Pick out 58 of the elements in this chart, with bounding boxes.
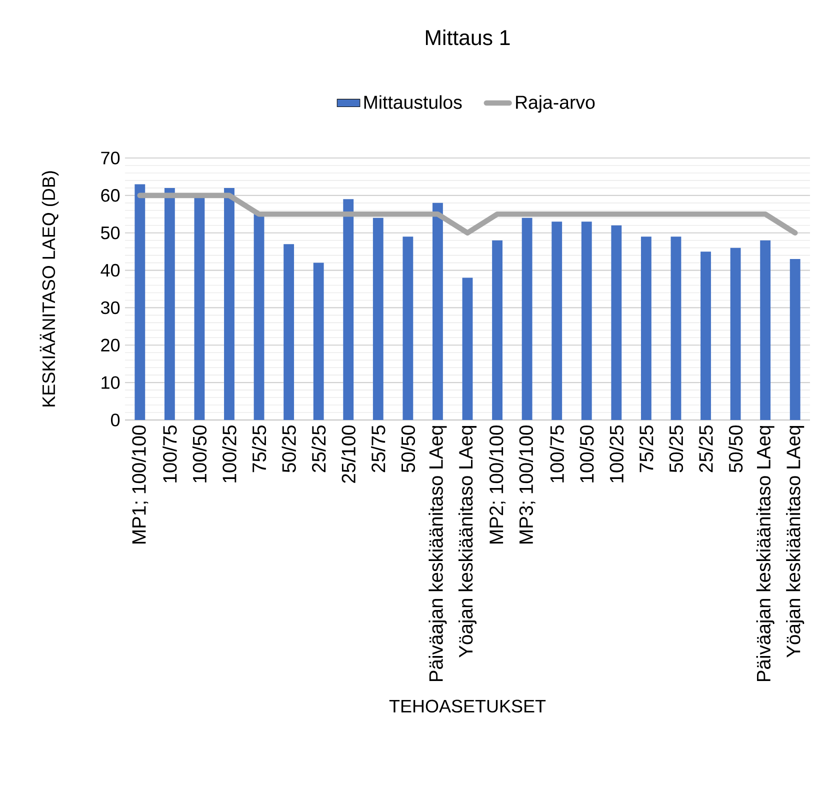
bar (313, 262, 324, 420)
y-tick-label: 40 (100, 264, 120, 277)
bar (790, 259, 800, 420)
y-tick-label: 30 (100, 301, 120, 314)
bar (164, 188, 175, 420)
legend-label: Mittaustulos (364, 95, 462, 109)
x-tick-label: 100/50 (192, 425, 207, 482)
x-tick-label: 100/50 (580, 425, 594, 482)
bar (552, 222, 562, 420)
x-tick-label: 50/25 (668, 426, 684, 472)
bar (670, 236, 682, 420)
bar (760, 240, 771, 420)
x-axis-title: TEHOASETUKSET (389, 700, 546, 713)
x-tick-label: Yöajan keskiäänitaso LAeq (458, 426, 477, 658)
x-tick-label: MP3; 100/100 (518, 425, 536, 544)
y-axis-title: KESKIÄÄNITASO LAEQ (DB) (40, 171, 59, 406)
y-tick-label: 70 (101, 152, 120, 164)
x-tick-label: 100/25 (609, 426, 624, 482)
bar (640, 236, 652, 420)
bar (134, 184, 146, 420)
x-tick-label: MP2; 100/100 (489, 425, 506, 544)
x-tick-label: Päiväajan keskiäänitaso LAeq (428, 426, 447, 682)
bar (254, 214, 264, 420)
x-tick-label: 50/50 (400, 425, 416, 472)
y-tick-label: 20 (101, 338, 120, 352)
x-tick-label: 25/25 (311, 426, 326, 472)
x-tick-label: 50/25 (282, 426, 296, 472)
x-tick-label: 75/25 (252, 426, 266, 472)
bar (224, 188, 234, 420)
bar (402, 236, 414, 420)
x-tick-label: 100/75 (550, 426, 564, 482)
bar (372, 218, 384, 420)
chart-title: Mittaus 1 (426, 30, 510, 46)
bar (700, 252, 711, 420)
legend-label: Raja-arvo (516, 95, 595, 113)
bar (730, 248, 741, 420)
x-tick-label: Päiväajan keskiäänitaso LAeq (756, 426, 774, 682)
bar (343, 199, 354, 420)
bar (432, 202, 443, 420)
bar (581, 222, 592, 420)
y-tick-label: 60 (101, 189, 120, 202)
x-tick-label: Yöajan keskiäänitaso LAeq (786, 426, 804, 658)
bar (522, 218, 532, 420)
x-tick-label: 25/25 (698, 426, 713, 472)
bar (492, 240, 502, 420)
x-tick-label: 75/25 (639, 426, 654, 472)
x-tick-label: 100/25 (222, 426, 236, 482)
x-tick-label: 25/75 (371, 426, 386, 472)
bar (611, 225, 622, 420)
x-tick-label: MP1; 100/100 (132, 425, 148, 544)
x-tick-label: 100/75 (162, 426, 177, 482)
y-tick-label: 10 (102, 376, 120, 389)
bar (462, 278, 473, 420)
y-tick-label: 50 (100, 226, 120, 240)
bar (284, 244, 294, 420)
y-tick-label: 0 (110, 414, 120, 426)
x-tick-label: 25/100 (341, 425, 356, 483)
x-tick-label: 50/50 (728, 425, 743, 472)
